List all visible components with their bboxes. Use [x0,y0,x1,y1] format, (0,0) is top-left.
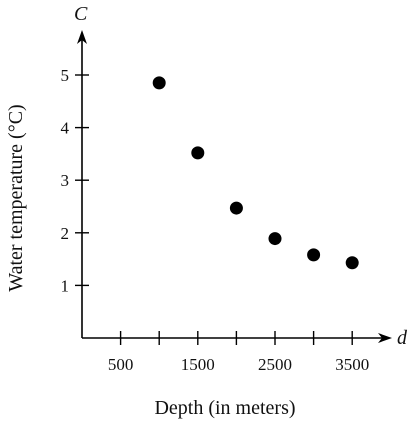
y-axis-title: Water temperature (°C) [5,104,27,291]
data-point [191,146,205,160]
data-point [268,232,282,246]
y-tick-label: 5 [61,66,70,85]
axis-titles: Depth (in meters) Water temperature (°C)… [5,3,408,419]
x-axis-arrowhead [378,333,392,343]
y-tick-label: 3 [61,171,70,190]
data-point [345,256,359,270]
axes [77,30,392,343]
x-tick-label: 500 [108,355,134,374]
x-axis-title: Depth (in meters) [154,397,295,419]
data-point [229,201,243,215]
data-point [307,248,321,262]
data-points [152,76,359,270]
x-tick-label: 2500 [258,355,292,374]
tick-labels: 500 1500 2500 3500 1 2 3 4 5 [61,66,370,374]
x-tick-label: 3500 [335,355,369,374]
y-tick-label: 2 [61,224,70,243]
y-axis-letter: C [74,3,88,25]
data-point [152,76,166,90]
y-tick-label: 1 [61,276,70,295]
tick-marks [75,74,353,345]
x-axis-letter: d [397,327,408,349]
y-tick-label: 4 [61,119,70,138]
x-tick-label: 1500 [181,355,215,374]
y-axis-arrowhead [77,30,87,44]
